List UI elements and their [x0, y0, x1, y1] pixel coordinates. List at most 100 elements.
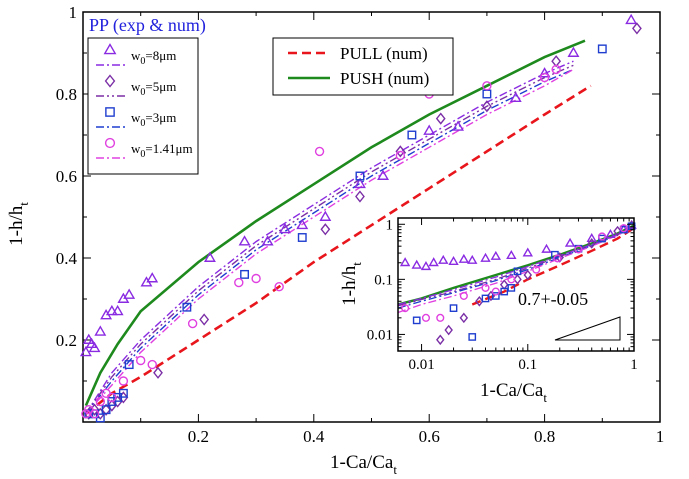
triangle-point	[377, 169, 390, 180]
inset-diamond-point	[513, 274, 522, 285]
y-tick-label: 0.4	[56, 249, 78, 268]
inset-x-axis-label-sub: t	[543, 390, 547, 405]
square-point	[101, 405, 111, 415]
diamond-point	[106, 399, 117, 412]
inset-triangle-point	[480, 252, 491, 262]
inset-triangle-point	[467, 254, 478, 264]
diamond-point	[153, 366, 163, 379]
legend-square-marker	[105, 107, 115, 117]
circle-point	[89, 409, 100, 419]
square-point	[297, 233, 307, 242]
inset-curve-line	[397, 225, 635, 307]
main-curves	[84, 39, 592, 415]
slope-triangle	[554, 316, 621, 341]
circle-point	[95, 396, 106, 407]
legend-series-label: w0=1.41μm	[131, 141, 193, 160]
inset-y-tick-label: 0.1	[374, 272, 393, 288]
inset-triangle-point	[541, 243, 552, 253]
x-tick-label: 0.4	[303, 427, 325, 446]
inset-circle-point	[507, 275, 516, 284]
circle-point	[251, 273, 261, 284]
inset-x-tick-label: 1	[630, 357, 638, 373]
x-tick-label: 0.8	[534, 427, 555, 446]
circle-point	[135, 355, 146, 366]
inset-triangle-point	[420, 261, 432, 271]
x-tick-label: 1	[656, 427, 665, 446]
x-tick-label: 0.6	[419, 427, 440, 446]
triangle-point	[238, 235, 251, 246]
inset-circle-point	[436, 313, 445, 322]
legend-series-label: w0=8μm	[131, 48, 176, 67]
triangle-point	[203, 251, 216, 262]
inset-curve-line	[397, 226, 635, 309]
inset-circle-point	[619, 224, 628, 233]
legend-markers: w0=8μm w0=5μm w0=3μm w0=1.41μm	[87, 37, 199, 175]
circle-point	[107, 392, 117, 403]
inset-square-point	[491, 292, 500, 300]
square-point	[355, 171, 365, 181]
y-tick-label: 0.6	[56, 167, 77, 186]
square-point	[182, 302, 192, 312]
circle-point	[539, 72, 550, 83]
square-point	[407, 130, 417, 140]
diamond-point	[355, 190, 365, 203]
triangle-point	[146, 272, 159, 283]
inset-triangle-point	[399, 257, 411, 267]
triangle-point	[111, 304, 124, 316]
inset-diamond-point	[436, 334, 445, 346]
curve-line	[84, 39, 586, 407]
inset-square-point	[507, 284, 516, 292]
legend-lines: PULL (num) PUSH (num)	[272, 37, 454, 96]
inset-y-tick-label: 1	[386, 217, 394, 233]
inset-circle-point	[597, 232, 607, 241]
inset-plot: 0.01 0.1 10.010.11 0.7+-0.05 1-Ca/Cat 1-h/…	[339, 217, 638, 405]
triangle-point	[123, 288, 136, 299]
chart-title: PP (exp & num)	[89, 15, 206, 36]
legend-series-label: w0=5μm	[131, 79, 176, 98]
inset-diamond-point	[613, 225, 622, 237]
y-tick-label: 1	[69, 3, 78, 22]
inset-y-axis-label-sub: t	[349, 262, 364, 266]
circle-point	[101, 388, 111, 398]
inset-triangle-point	[586, 232, 597, 243]
circle-point	[234, 277, 244, 288]
triangle-point	[423, 124, 436, 135]
diamond-point	[632, 22, 642, 35]
inset-circle-point	[421, 313, 431, 322]
inset-square-point	[481, 294, 490, 303]
diamond-point	[482, 100, 492, 113]
inset-curve-line	[471, 227, 635, 306]
inset-ticks: 0.01 0.1 1 0.01 0.1 1	[367, 217, 638, 373]
circle-point	[314, 146, 325, 157]
y-axis-label-sub: t	[16, 202, 31, 206]
inset-square-point	[449, 304, 458, 312]
diamond-point	[320, 223, 331, 236]
inset-curve-line	[397, 226, 635, 314]
inset-triangle-point	[438, 254, 449, 264]
x-axis-label-main: 1-Ca/Ca	[330, 452, 394, 473]
diamond-point	[435, 112, 446, 125]
square-point	[482, 89, 492, 99]
triangle-point	[353, 177, 366, 189]
inset-triangle-point	[428, 257, 439, 267]
inset-circle-point	[574, 245, 583, 254]
legend-push-label: PUSH (num)	[340, 69, 429, 88]
legend-circle-marker	[104, 137, 116, 149]
circle-point	[118, 376, 129, 386]
inset-x-axis-label-main: 1-Ca/Ca	[480, 380, 544, 401]
triangle-point	[509, 91, 522, 103]
inset-circle-point	[553, 254, 562, 263]
inset-triangle-point	[605, 228, 616, 239]
inset-curve-line	[397, 225, 635, 306]
curve-line	[85, 68, 574, 415]
inset-triangle-point	[448, 255, 459, 266]
y-tick-label: 0.2	[56, 331, 77, 350]
square-point	[240, 269, 250, 279]
square-point	[124, 360, 134, 370]
triangle-point	[79, 345, 92, 357]
inset-square-point	[500, 287, 509, 296]
inset-x-tick-label: 0.1	[518, 357, 537, 373]
curve-line	[85, 60, 574, 415]
square-point	[118, 388, 128, 398]
triangle-point	[261, 235, 274, 246]
